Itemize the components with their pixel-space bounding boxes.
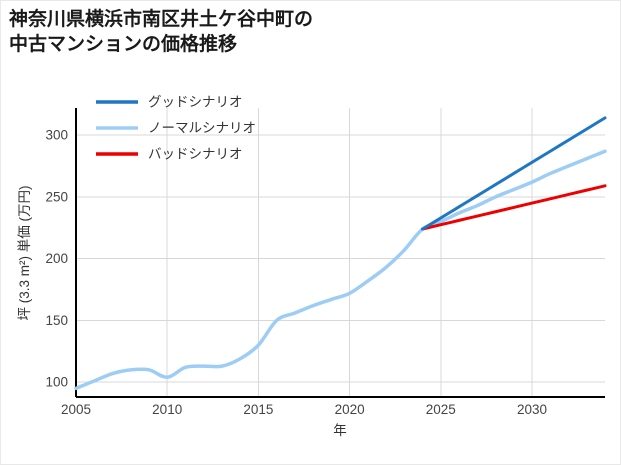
- y-tick-label: 150: [45, 313, 68, 328]
- x-tick-label: 2030: [517, 402, 547, 417]
- y-tick-labels: 100 150 200 250 300: [45, 128, 68, 390]
- x-gridlines: [75, 108, 533, 397]
- x-tick-label: 2025: [426, 402, 456, 417]
- x-tick-label: 2015: [243, 402, 273, 417]
- y-tick-label: 250: [45, 189, 68, 204]
- x-axis-title: 年: [333, 423, 347, 438]
- x-tick-label: 2005: [61, 402, 91, 417]
- x-tick-labels: 2005 2010 2015 2020 2025 2030: [61, 402, 547, 417]
- y-tick-label: 100: [45, 375, 68, 390]
- series-line-0: [421, 116, 607, 231]
- legend-label-1: ノーマルシナリオ: [148, 121, 256, 136]
- y-tick-label: 200: [45, 251, 68, 266]
- series-line-2: [421, 184, 607, 231]
- data-series-group: [74, 116, 607, 391]
- legend-label-0: グッドシナリオ: [148, 95, 243, 110]
- x-tick-label: 2020: [335, 402, 365, 417]
- chart-title: 神奈川県横浜市南区井土ケ谷中町の 中古マンションの価格推移: [9, 9, 314, 55]
- series-line-1: [74, 149, 607, 391]
- x-tick-label: 2010: [152, 402, 182, 417]
- y-gridlines: [76, 134, 605, 383]
- y-axis-title: 坪 (3.3 m²) 単価 (万円): [17, 186, 32, 321]
- y-tick-label: 300: [45, 128, 68, 143]
- legend-label-2: バッドシナリオ: [148, 147, 243, 162]
